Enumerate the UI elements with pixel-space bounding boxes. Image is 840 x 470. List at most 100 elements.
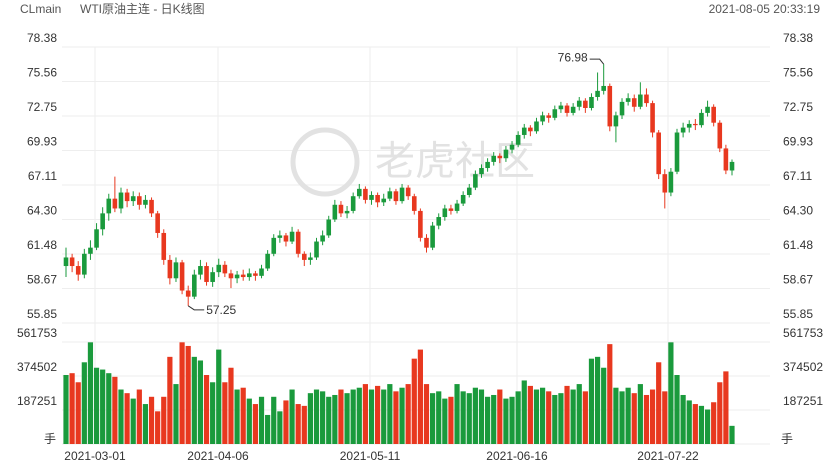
volume-unit: 手 xyxy=(44,432,56,446)
candle-body xyxy=(680,127,686,133)
volume-bar xyxy=(454,384,460,444)
candle-body xyxy=(240,274,246,278)
candle-body xyxy=(595,90,600,97)
volume-bar xyxy=(161,396,167,444)
volume-bar xyxy=(69,373,75,444)
volume-bar xyxy=(136,389,142,444)
volume-bar xyxy=(167,356,173,444)
candle-body xyxy=(558,105,564,110)
candle-body xyxy=(540,115,545,122)
volume-bar xyxy=(301,405,307,444)
volume-bar xyxy=(130,398,136,444)
volume-bar xyxy=(625,387,631,444)
annotation-leader xyxy=(187,305,205,311)
volume-bar xyxy=(607,344,613,444)
volume-bar xyxy=(93,367,100,444)
y-tick-label: 58.67 xyxy=(27,273,57,287)
volume-bar xyxy=(649,389,656,444)
candle-body xyxy=(228,273,234,279)
volume-bar xyxy=(668,342,674,444)
y-tick-label: 55.85 xyxy=(27,307,57,321)
candle-body xyxy=(185,290,191,297)
volume-bar xyxy=(338,389,344,444)
volume-bar xyxy=(142,404,149,444)
candle-body xyxy=(289,231,295,242)
timestamp: 2021-08-05 20:33:19 xyxy=(709,2,821,16)
y-tick-label: 64.30 xyxy=(27,204,57,218)
volume-bar xyxy=(546,391,552,444)
volume-bar xyxy=(417,349,423,444)
candle-body xyxy=(277,235,283,238)
volume-bar xyxy=(442,398,448,444)
annotation: 57.25 xyxy=(206,303,236,317)
candle-body xyxy=(497,155,503,159)
candle-body xyxy=(387,191,393,199)
candle-body xyxy=(259,268,264,276)
volume-bar xyxy=(503,398,509,444)
candle-body xyxy=(399,187,405,202)
volume-bar xyxy=(252,404,259,444)
candle-body xyxy=(320,235,325,242)
candle-body xyxy=(173,262,179,279)
candle-body xyxy=(631,98,637,107)
candle-body xyxy=(118,192,124,209)
candle-body xyxy=(662,174,668,193)
volume-bar xyxy=(588,358,595,444)
candle-body xyxy=(143,199,148,205)
volume-bar xyxy=(387,384,393,444)
candle-body xyxy=(607,85,613,127)
candle-body xyxy=(363,188,368,200)
volume-bar xyxy=(448,396,454,444)
candle-body xyxy=(460,194,466,204)
volume-bar xyxy=(124,393,130,444)
volume-bar xyxy=(552,394,558,444)
volume-bar xyxy=(497,389,503,444)
volume-bar xyxy=(344,393,350,444)
y-tick-label-right: 561753 xyxy=(783,326,823,340)
volume-bar xyxy=(332,394,338,444)
volume-bar xyxy=(539,387,546,444)
volume-bar xyxy=(112,376,118,444)
candle-body xyxy=(106,198,112,214)
volume-bar xyxy=(240,387,246,444)
candle-body xyxy=(69,257,75,267)
volume-bar xyxy=(576,384,582,444)
candle-body xyxy=(332,204,338,220)
y-tick-label: 75.56 xyxy=(27,66,57,80)
watermark: 老虎社区 xyxy=(375,140,535,184)
candle-body xyxy=(686,123,692,128)
candle-body xyxy=(699,112,704,126)
volume-bar xyxy=(320,391,326,444)
volume-bar xyxy=(717,382,723,444)
candle-body xyxy=(326,219,332,236)
volume-bar xyxy=(381,389,387,444)
volume-bar xyxy=(704,409,711,444)
x-tick-label: 2021-04-06 xyxy=(187,449,249,463)
candle-body xyxy=(338,204,344,214)
candle-body xyxy=(216,264,222,273)
y-tick-label: 374502 xyxy=(17,360,57,374)
candle-body xyxy=(356,188,362,197)
volume-bar xyxy=(484,396,491,444)
candle-body xyxy=(253,273,258,276)
volume-bar xyxy=(466,393,472,444)
candle-body xyxy=(668,171,674,193)
volume-bar xyxy=(643,394,650,444)
volume-bar xyxy=(509,396,515,444)
candle-body xyxy=(88,247,93,254)
volume-bar xyxy=(686,400,692,444)
candle-body xyxy=(295,231,301,254)
candle-body xyxy=(234,274,240,279)
candle-body xyxy=(589,96,594,109)
volume-bar xyxy=(594,356,601,444)
candle-body xyxy=(82,253,87,275)
volume-bar xyxy=(637,384,643,444)
candle-body xyxy=(479,168,484,175)
y-tick-label: 561753 xyxy=(17,326,57,340)
volume-bar xyxy=(356,387,362,444)
volume-bar xyxy=(436,391,442,444)
candle-body xyxy=(528,127,533,132)
annotation-leader xyxy=(589,58,605,65)
candle-body xyxy=(94,229,99,248)
